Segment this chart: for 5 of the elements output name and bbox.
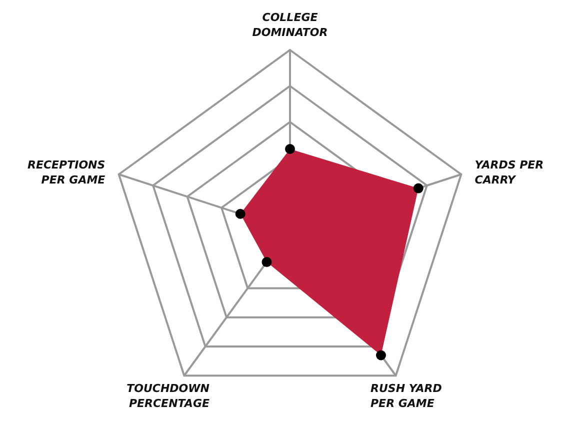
spoke-label: TOUCHDOWN PERCENTAGE — [126, 382, 210, 410]
spoke-label: COLLEGE DOMINATOR — [252, 11, 328, 39]
spoke-label: YARDS PER CARRY — [474, 158, 544, 186]
spoke-label: RECEPTIONS PER GAME — [27, 158, 106, 186]
spoke-label: RUSH YARD PER GAME — [370, 382, 442, 410]
